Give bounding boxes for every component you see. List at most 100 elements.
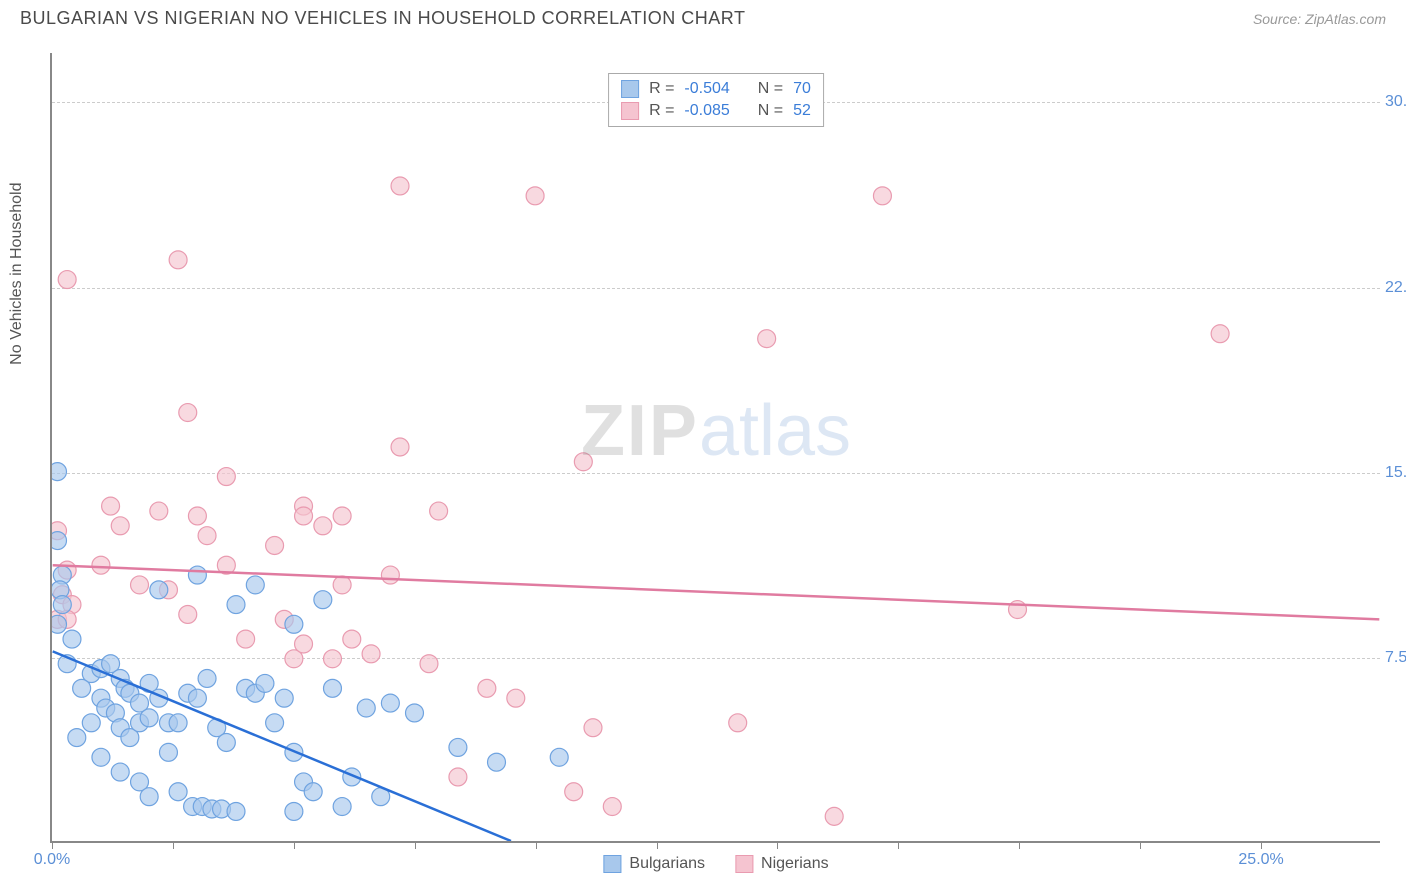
scatter-point [179, 605, 197, 623]
trend-line [53, 651, 511, 841]
scatter-point [140, 788, 158, 806]
x-tick-label: 0.0% [34, 851, 70, 869]
scatter-point [73, 679, 91, 697]
swatch-nigerians-icon [735, 855, 753, 873]
scatter-point [188, 566, 206, 584]
scatter-point [488, 753, 506, 771]
n-value-nigerians: 52 [793, 102, 811, 120]
scatter-point [873, 187, 891, 205]
scatter-point [63, 630, 81, 648]
x-tick [1140, 841, 1141, 849]
scatter-point [449, 738, 467, 756]
scatter-point [295, 507, 313, 525]
scatter-point [266, 714, 284, 732]
scatter-point [188, 689, 206, 707]
scatter-plot-svg [52, 53, 1380, 841]
scatter-point [478, 679, 496, 697]
scatter-point [237, 630, 255, 648]
legend-item-nigerians: Nigerians [735, 855, 829, 873]
legend-label-nigerians: Nigerians [761, 855, 829, 873]
scatter-point [227, 596, 245, 614]
scatter-point [58, 271, 76, 289]
scatter-point [227, 802, 245, 820]
scatter-point [333, 576, 351, 594]
scatter-point [825, 807, 843, 825]
scatter-point [92, 556, 110, 574]
scatter-point [314, 517, 332, 535]
x-tick [898, 841, 899, 849]
x-tick [294, 841, 295, 849]
scatter-point [159, 743, 177, 761]
scatter-point [198, 669, 216, 687]
source-name: ZipAtlas.com [1305, 11, 1386, 27]
scatter-point [266, 537, 284, 555]
scatter-point [246, 576, 264, 594]
scatter-point [343, 630, 361, 648]
scatter-point [140, 709, 158, 727]
scatter-point [111, 763, 129, 781]
x-tick-label: 25.0% [1238, 851, 1283, 869]
chart-title: BULGARIAN VS NIGERIAN NO VEHICLES IN HOU… [20, 8, 745, 29]
scatter-point [150, 502, 168, 520]
scatter-point [169, 714, 187, 732]
n-label: N = [758, 80, 783, 98]
y-tick-label: 30.0% [1385, 93, 1406, 111]
scatter-point [131, 576, 149, 594]
r-value-nigerians: -0.085 [684, 102, 729, 120]
x-tick [777, 841, 778, 849]
scatter-point [729, 714, 747, 732]
y-axis-label: No Vehicles in Household [8, 182, 26, 364]
scatter-point [324, 650, 342, 668]
scatter-point [285, 802, 303, 820]
scatter-point [150, 581, 168, 599]
bottom-legend: Bulgarians Nigerians [603, 855, 828, 873]
swatch-bulgarians-icon [603, 855, 621, 873]
scatter-point [169, 783, 187, 801]
scatter-point [111, 517, 129, 535]
r-value-bulgarians: -0.504 [684, 80, 729, 98]
plot-area: No Vehicles in Household 7.5%15.0%22.5%3… [50, 53, 1380, 843]
n-value-bulgarians: 70 [793, 80, 811, 98]
n-label: N = [758, 102, 783, 120]
r-label: R = [649, 102, 674, 120]
scatter-point [68, 729, 86, 747]
scatter-point [82, 714, 100, 732]
scatter-point [1211, 325, 1229, 343]
r-label: R = [649, 80, 674, 98]
scatter-point [526, 187, 544, 205]
scatter-point [381, 566, 399, 584]
stats-legend-box: R = -0.504 N = 70 R = -0.085 N = 52 [608, 73, 824, 127]
scatter-point [362, 645, 380, 663]
stats-row-nigerians: R = -0.085 N = 52 [621, 100, 811, 122]
x-tick [1019, 841, 1020, 849]
stats-row-bulgarians: R = -0.504 N = 70 [621, 78, 811, 100]
x-tick [536, 841, 537, 849]
scatter-point [52, 615, 66, 633]
scatter-point [179, 404, 197, 422]
x-tick [415, 841, 416, 849]
x-tick [173, 841, 174, 849]
scatter-point [217, 468, 235, 486]
source-prefix: Source: [1253, 11, 1305, 27]
scatter-point [584, 719, 602, 737]
scatter-point [314, 591, 332, 609]
scatter-point [406, 704, 424, 722]
legend-label-bulgarians: Bulgarians [629, 855, 705, 873]
chart-container: No Vehicles in Household 7.5%15.0%22.5%3… [0, 33, 1406, 883]
scatter-point [92, 748, 110, 766]
scatter-point [430, 502, 448, 520]
scatter-point [381, 694, 399, 712]
scatter-point [550, 748, 568, 766]
source-attribution: Source: ZipAtlas.com [1253, 11, 1386, 27]
scatter-point [285, 615, 303, 633]
scatter-point [574, 453, 592, 471]
scatter-point [52, 463, 66, 481]
scatter-point [295, 635, 313, 653]
scatter-point [304, 783, 322, 801]
scatter-point [565, 783, 583, 801]
scatter-point [188, 507, 206, 525]
swatch-nigerians [621, 102, 639, 120]
scatter-point [357, 699, 375, 717]
legend-item-bulgarians: Bulgarians [603, 855, 705, 873]
scatter-point [449, 768, 467, 786]
